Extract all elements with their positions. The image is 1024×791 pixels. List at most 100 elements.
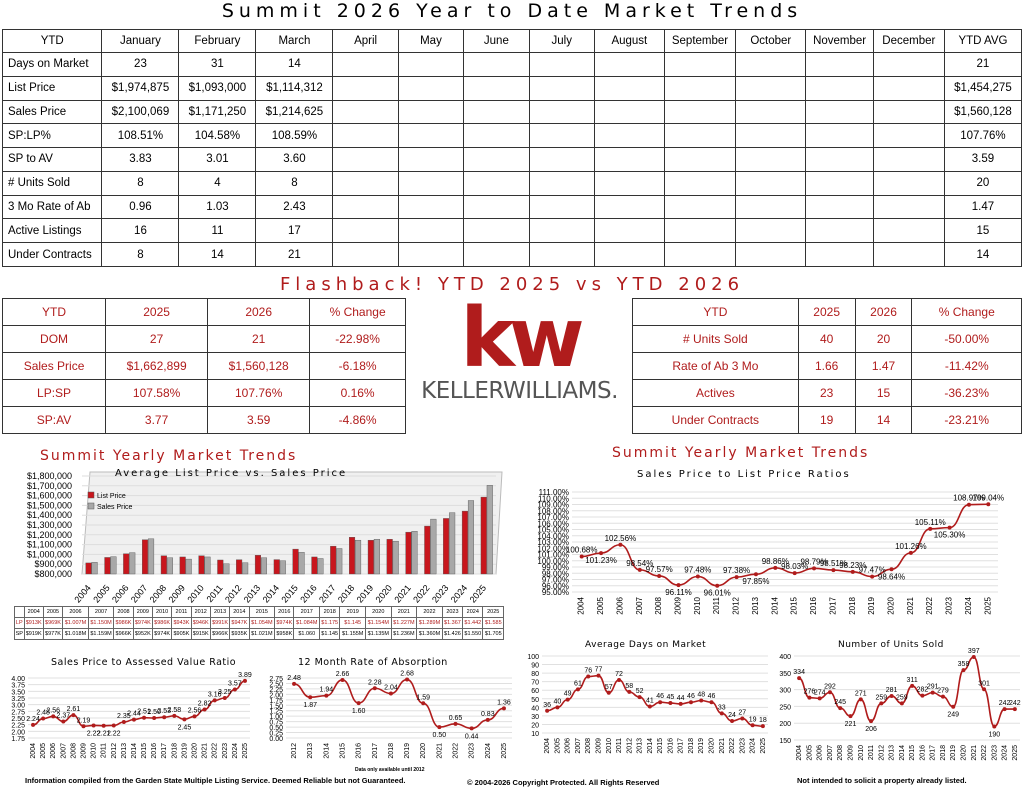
column-header: 2026 (207, 298, 311, 326)
kw-wordmark: KELLERWILLIAMS. (421, 378, 618, 404)
column-header: November (805, 29, 874, 53)
bar-list (104, 557, 111, 575)
bar-sales (129, 552, 136, 575)
data-label: 245 (834, 699, 846, 706)
x-tick-label: 2012 (732, 596, 741, 614)
data-point (308, 695, 313, 700)
bar-sales (411, 531, 418, 575)
table-cell: 8 (255, 170, 334, 196)
x-tick-label: 2015 (340, 743, 347, 759)
data-point (928, 526, 933, 531)
x-tick-label: 2025 (1012, 745, 1019, 761)
year-cell: 2018 (319, 606, 341, 618)
table-row: Sales Price $2,100,069 $1,171,250 $1,214,62… (1, 99, 1023, 125)
x-tick-label: 2010 (185, 583, 206, 605)
legend-swatch (87, 491, 95, 499)
year-cell: 2022 (416, 606, 443, 618)
table-row: SP:LP% 108.51% 104.58% 108.59% 107.76% (1, 123, 1023, 149)
value-cell: $1.585 (482, 617, 504, 629)
table-cell (463, 52, 530, 77)
value-cell: $905K (171, 628, 192, 640)
year-cell: 2011 (171, 606, 192, 618)
y-tick-label: 3.75 (11, 683, 25, 690)
data-point (485, 717, 490, 722)
value-cell: $1.159M (87, 628, 115, 640)
table-cell (528, 242, 595, 267)
year-cell: 2023 (441, 606, 464, 618)
table-cell (805, 147, 874, 172)
table-row: Days on Market 23 31 14 21 (1, 52, 1023, 77)
data-point (586, 674, 591, 679)
column-header: August (593, 29, 665, 53)
chart-title-dom: Average Days on Market (585, 640, 707, 650)
table-row: SP to AV 3.83 3.01 3.60 3.59 (1, 147, 1023, 172)
data-point (930, 690, 935, 695)
series-line (32, 680, 246, 728)
year-cell: 2014 (229, 606, 250, 618)
table-cell: 3.59 (207, 406, 311, 434)
yearly-price-table: 2004 2005 2006 2007 2008 2009 2010 2011 2012 2013… (14, 606, 504, 640)
data-point (596, 673, 601, 678)
x-tick-label: 2012 (291, 743, 298, 759)
data-point (715, 583, 720, 588)
bar-list (123, 553, 130, 575)
data-label: 2.37 (57, 712, 71, 719)
bar-sales (260, 557, 267, 575)
value-cell: $966K (209, 628, 231, 640)
y-tick-label: $1,200,000 (27, 530, 72, 540)
y-tick-label: 90 (531, 663, 539, 670)
data-label: 27 (738, 709, 746, 716)
data-point (142, 715, 147, 720)
table-cell (332, 170, 399, 196)
table-cell: 21 (207, 325, 311, 353)
table-cell: List Price (1, 75, 103, 101)
x-tick-label: 2016 (151, 743, 158, 759)
x-tick-label: 2018 (336, 583, 357, 605)
table-row: # Units Sold 40 20 -50.00% (632, 325, 1022, 353)
data-point (709, 700, 714, 705)
value-cell: $1.054M (248, 617, 276, 629)
legend-label: List Price (97, 493, 126, 500)
data-label: 2.66 (336, 671, 350, 678)
data-label: 334 (793, 669, 805, 676)
table-row: LP:SP 107.58% 107.76% 0.16% (1, 379, 406, 407)
table-cell: $1,662,899 (105, 352, 209, 380)
flashback-left-table: YTD 2025 2026% Change DOM 27 21 -22.98% Sales P… (1, 298, 406, 434)
table-cell (463, 147, 530, 172)
y-tick-label: 30 (531, 714, 539, 721)
table-cell: 20 (943, 170, 1023, 196)
column-header: 2026 (854, 298, 913, 326)
data-point (340, 677, 345, 682)
y-tick-label: 3.25 (11, 696, 25, 703)
data-label: 2.45 (178, 724, 192, 731)
table-cell (463, 218, 530, 244)
table-cell (528, 99, 595, 125)
sp-lp-ratio-chart: 95.00%96.00%97.00%98.00%99.00%100.00%101… (537, 488, 1004, 615)
bar-sales (449, 512, 456, 575)
year-cell: 2005 (42, 606, 64, 618)
data-label: 49 (564, 691, 572, 698)
bar-list (367, 539, 374, 575)
table-cell (663, 99, 737, 125)
table-cell (805, 218, 874, 244)
data-point (71, 713, 76, 718)
x-tick-label: 2018 (848, 596, 857, 614)
data-point (555, 705, 560, 710)
data-point (695, 574, 700, 579)
data-point (627, 689, 632, 694)
table-cell (663, 194, 737, 220)
x-tick-label: 2015 (909, 745, 916, 761)
data-point (61, 719, 66, 724)
data-point (879, 701, 884, 706)
data-label: 2.58 (168, 707, 182, 714)
data-point (668, 701, 673, 706)
table-cell (397, 75, 465, 101)
value-cell: $1.145 (339, 617, 366, 629)
x-tick-label: 2006 (50, 743, 57, 759)
x-tick-label: 2019 (404, 743, 411, 759)
table-cell (332, 147, 399, 172)
y-tick-label: 99.00% (542, 563, 569, 572)
value-cell: $986K (151, 617, 173, 629)
table-cell: $1,454,275 (943, 75, 1023, 101)
table-cell: 23 (797, 379, 856, 407)
